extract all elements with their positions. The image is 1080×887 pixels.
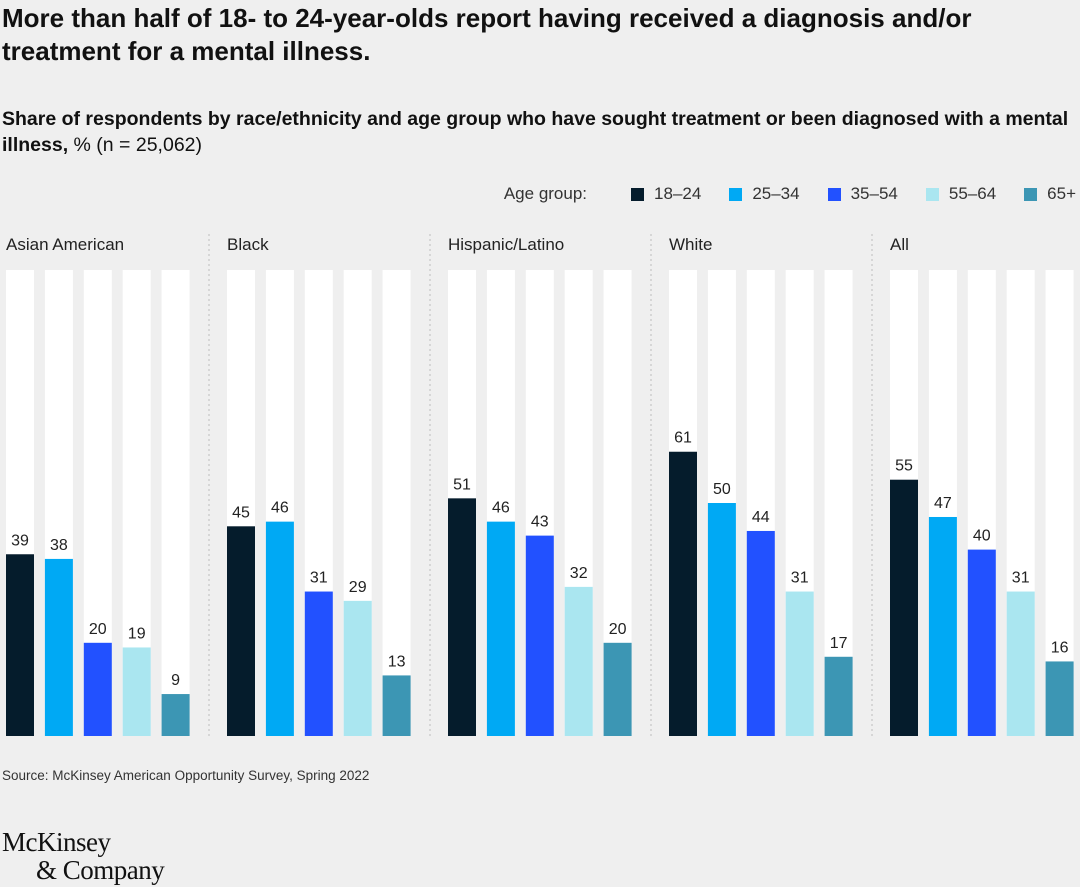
data-label: 31: [1012, 570, 1030, 587]
bar: [525, 535, 554, 736]
bar: [564, 586, 593, 736]
bar: [448, 498, 476, 736]
bar: [1045, 661, 1074, 736]
subtitle-units: % (n = 25,062): [68, 134, 202, 156]
bar: [343, 600, 372, 736]
group-label: White: [669, 235, 712, 254]
legend-swatch: [925, 187, 939, 201]
legend-swatch: [827, 187, 841, 201]
legend-item-35-54: 35–54: [827, 184, 898, 204]
legend-label: 25–34: [752, 184, 800, 203]
legend-swatch: [1024, 187, 1038, 201]
bar: [304, 591, 333, 736]
legend-swatch: [631, 187, 645, 201]
legend: Age group: 18–24 25–34 35–54 55–64 65+: [504, 182, 1076, 206]
data-label: 13: [388, 653, 406, 670]
bar: [161, 694, 190, 736]
data-label: 61: [674, 430, 692, 447]
bar: [1006, 591, 1035, 736]
data-label: 20: [609, 621, 627, 638]
bar: [265, 521, 294, 736]
bar-chart: Asian American 39 38 20 19 9 Black 45 46 31 29 13 Hi…: [6, 234, 1074, 736]
group-label: Black: [227, 235, 269, 254]
legend-label: 65+: [1047, 184, 1076, 203]
data-label: 44: [752, 509, 770, 526]
data-label: 29: [349, 579, 367, 596]
bar: [890, 479, 918, 736]
bar: [83, 642, 112, 736]
legend-label: 35–54: [850, 184, 898, 203]
data-label: 31: [310, 570, 328, 587]
bar: [967, 549, 996, 736]
data-label: 32: [570, 565, 588, 582]
bar: [824, 656, 853, 736]
bar-track: [161, 270, 190, 736]
data-label: 51: [453, 476, 471, 493]
legend-label: 18–24: [654, 184, 702, 203]
data-label: 17: [830, 635, 848, 652]
data-label: 38: [50, 537, 68, 554]
legend-item-55-64: 55–64: [925, 184, 997, 204]
bar: [122, 647, 151, 736]
legend-item-65-plus: 65+: [1024, 184, 1076, 204]
bar: [746, 530, 775, 736]
legend-swatch: [729, 187, 743, 201]
subtitle-main: Share of respondents by race/ethnicity a…: [2, 108, 1069, 156]
bar: [382, 675, 411, 736]
legend-label: 55–64: [948, 184, 997, 203]
brand-logo: McKinsey & Company: [2, 827, 165, 885]
chart-subtitle: Share of respondents by race/ethnicity a…: [2, 106, 1078, 158]
group-label: Asian American: [6, 235, 124, 254]
bar: [669, 451, 697, 736]
data-label: 20: [89, 621, 107, 638]
bar: [928, 516, 957, 736]
data-label: 19: [128, 625, 146, 642]
group-label: All: [890, 235, 909, 254]
group-label: Hispanic/Latino: [448, 235, 564, 254]
bar: [486, 521, 515, 736]
data-label: 50: [713, 481, 731, 498]
legend-title: Age group:: [503, 184, 588, 203]
source-note: Source: McKinsey American Opportunity Su…: [2, 768, 370, 783]
data-label: 43: [531, 514, 549, 531]
bar: [785, 591, 814, 736]
data-label: 16: [1051, 639, 1069, 656]
chart-title: More than half of 18- to 24-year-olds re…: [2, 3, 972, 66]
bar-track: [1045, 270, 1074, 736]
data-label: 45: [232, 504, 250, 521]
logo-line-1: McKinsey: [2, 827, 111, 857]
bar: [603, 642, 632, 736]
data-label: 31: [791, 570, 809, 587]
logo-line-2: & Company: [36, 855, 165, 885]
data-label: 40: [973, 528, 991, 545]
bar: [6, 554, 34, 736]
bar: [707, 503, 736, 736]
data-label: 55: [895, 458, 913, 475]
data-label: 47: [934, 495, 952, 512]
data-label: 39: [11, 532, 29, 549]
bar: [227, 526, 255, 736]
bar-track: [382, 270, 411, 736]
data-label: 46: [271, 500, 289, 517]
legend-item-25-34: 25–34: [729, 184, 800, 204]
bar: [44, 558, 73, 736]
data-label: 46: [492, 500, 510, 517]
legend-item-18-24: 18–24: [631, 184, 701, 204]
data-label: 9: [171, 672, 180, 689]
